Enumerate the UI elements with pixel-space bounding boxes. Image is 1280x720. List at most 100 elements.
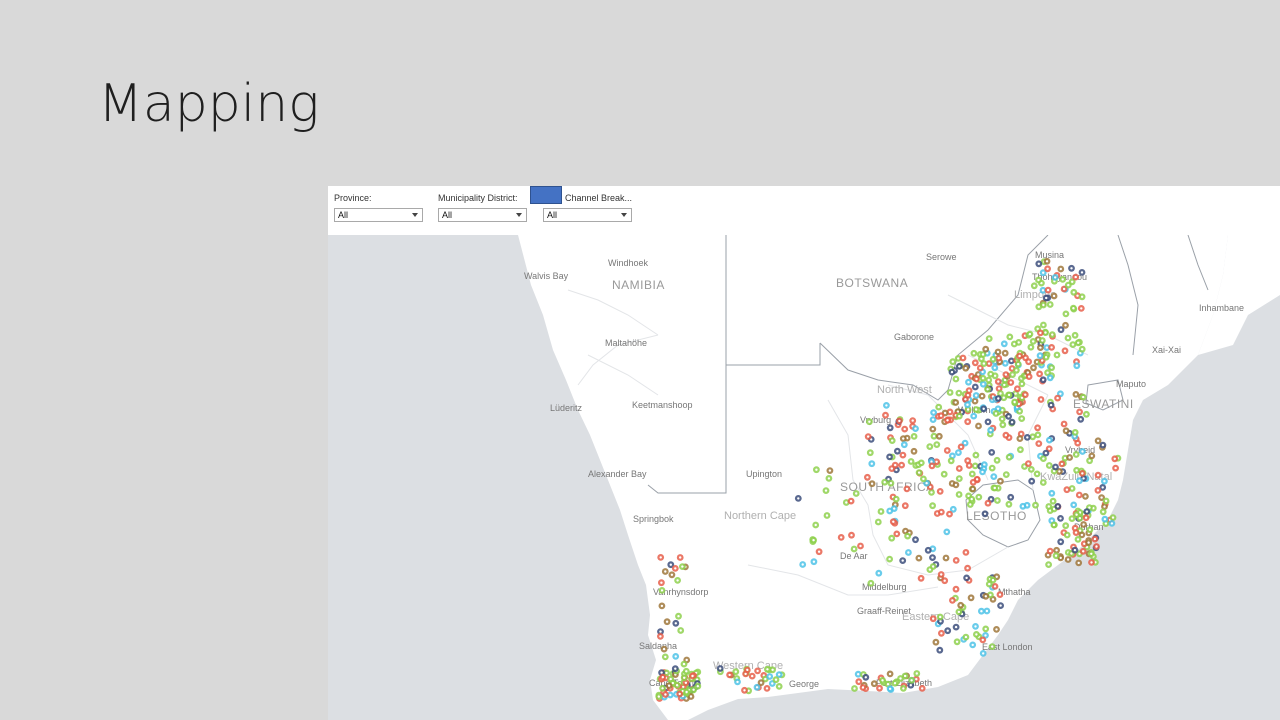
location-marker-center: [971, 472, 974, 476]
location-marker-center: [1093, 537, 1097, 541]
location-marker-center: [1044, 451, 1048, 455]
location-marker-center: [950, 370, 954, 374]
location-marker-center: [931, 556, 934, 559]
location-marker-center: [1078, 479, 1081, 482]
location-marker-center: [778, 673, 781, 676]
location-marker-center: [1078, 552, 1081, 555]
location-marker-center: [902, 687, 905, 690]
location-marker-center: [974, 361, 977, 364]
location-marker-center: [1042, 323, 1045, 327]
location-marker-center: [915, 672, 918, 675]
location-marker-center: [997, 397, 1000, 400]
location-marker-center: [1045, 260, 1049, 263]
location-marker-center: [888, 672, 892, 676]
location-marker-center: [991, 466, 994, 470]
location-marker-center: [944, 556, 948, 560]
location-marker-center: [964, 551, 968, 554]
chevron-down-icon: [516, 213, 522, 217]
location-marker-center: [889, 426, 892, 429]
location-marker-center: [814, 523, 817, 527]
location-marker-center: [1041, 359, 1044, 362]
location-marker-center: [660, 581, 663, 584]
country-label: ESWATINI: [1073, 397, 1134, 411]
location-marker-center: [682, 685, 685, 689]
location-marker-center: [879, 510, 883, 513]
location-marker-center: [1046, 553, 1050, 557]
location-marker-center: [954, 483, 958, 487]
location-marker-center: [982, 652, 985, 655]
location-marker-center: [1055, 353, 1059, 357]
location-marker-center: [1050, 519, 1053, 522]
location-marker-center: [1079, 418, 1082, 421]
location-marker-center: [1111, 516, 1115, 519]
location-marker-center: [1047, 563, 1050, 566]
channel-dropdown[interactable]: All: [543, 208, 632, 222]
marker-layer[interactable]: [655, 257, 1122, 702]
location-marker-center: [1090, 454, 1093, 458]
country-label: BOTSWANA: [836, 276, 908, 290]
location-marker-center: [1024, 393, 1027, 396]
location-marker-center: [906, 534, 909, 538]
location-marker-center: [993, 486, 996, 490]
location-marker-center: [984, 627, 987, 631]
location-marker-center: [1048, 464, 1051, 467]
location-marker-center: [1010, 359, 1013, 363]
location-marker-center: [1036, 327, 1039, 330]
location-marker-center: [1009, 381, 1012, 384]
location-marker-center: [1096, 439, 1100, 442]
location-marker-center: [888, 687, 892, 690]
location-marker-center: [1076, 441, 1079, 445]
location-marker-center: [679, 629, 682, 632]
location-marker-center: [988, 337, 991, 340]
location-marker-center: [964, 398, 967, 401]
place-label: Upington: [746, 469, 782, 479]
southern-africa-map[interactable]: NAMIBIA BOTSWANA SOUTH AFRICA LESOTHO ES…: [328, 235, 1280, 720]
province-dropdown[interactable]: All: [334, 208, 423, 222]
location-marker-center: [1039, 398, 1043, 401]
location-marker-center: [1076, 538, 1080, 541]
location-marker-center: [1042, 303, 1045, 307]
location-marker-center: [966, 403, 969, 406]
location-marker-center: [1095, 545, 1098, 548]
map-canvas[interactable]: NAMIBIA BOTSWANA SOUTH AFRICA LESOTHO ES…: [328, 235, 1280, 720]
location-marker-center: [1082, 550, 1085, 553]
location-marker-center: [986, 352, 989, 355]
location-marker-center: [1074, 393, 1078, 396]
location-marker-center: [1042, 481, 1045, 484]
location-marker-center: [1004, 373, 1008, 376]
location-marker-center: [907, 551, 910, 554]
location-marker-center: [1036, 426, 1039, 429]
location-marker-center: [1070, 517, 1074, 520]
location-marker-center: [948, 391, 952, 394]
municipality-dropdown[interactable]: All: [438, 208, 527, 222]
location-marker-center: [970, 497, 973, 501]
location-marker-center: [1021, 505, 1025, 508]
location-marker-center: [1051, 407, 1054, 411]
location-marker-center: [853, 687, 856, 690]
location-marker-center: [659, 635, 662, 638]
location-marker-center: [674, 622, 677, 625]
location-marker-center: [1087, 541, 1090, 544]
country-label: SOUTH AFRICA: [840, 480, 935, 494]
location-marker-center: [1048, 438, 1051, 442]
location-marker-center: [747, 689, 750, 692]
location-marker-center: [935, 443, 938, 446]
location-marker-center: [989, 593, 992, 597]
location-marker-center: [1081, 348, 1084, 351]
location-marker-center: [995, 459, 999, 462]
location-marker-center: [1032, 366, 1035, 369]
location-marker-center: [664, 693, 667, 696]
location-marker-center: [995, 575, 998, 578]
location-marker-center: [966, 567, 969, 570]
location-marker-center: [1081, 472, 1084, 475]
location-marker-center: [1050, 366, 1053, 369]
location-marker-center: [1020, 432, 1023, 436]
location-marker-center: [1041, 289, 1045, 292]
location-marker-center: [955, 559, 958, 562]
namibia-southafrica-border: [647, 365, 727, 494]
location-marker-center: [1017, 362, 1020, 366]
location-marker-center: [689, 695, 693, 698]
place-label: Springbok: [633, 514, 674, 524]
location-marker-center: [931, 427, 934, 431]
location-marker-center: [992, 475, 995, 478]
